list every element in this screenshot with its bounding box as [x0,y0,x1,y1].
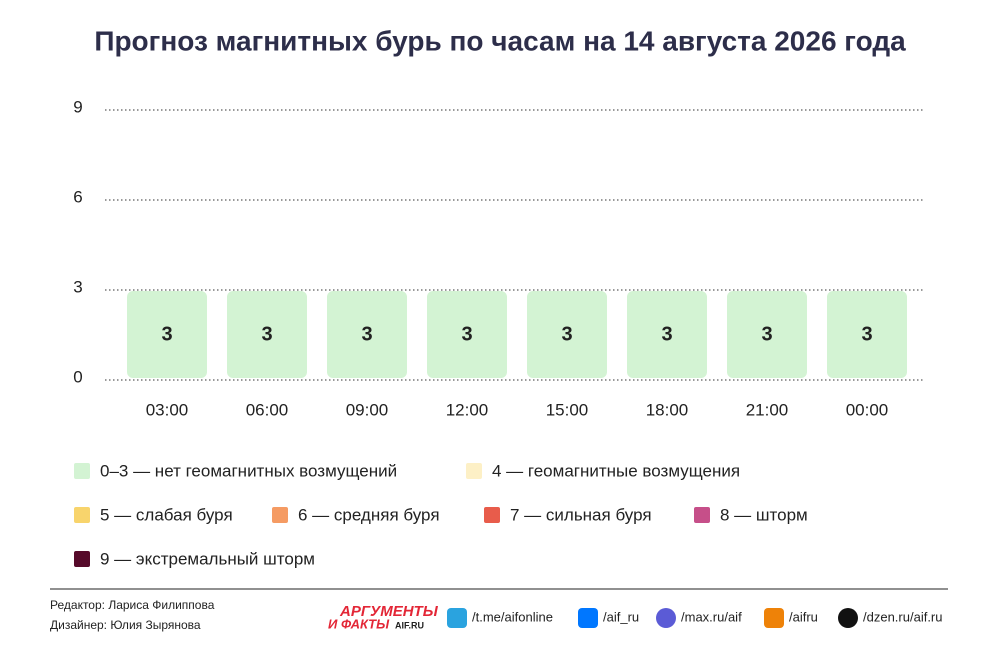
legend-label: 6 — средняя буря [298,505,440,524]
bar [427,291,507,378]
bar [727,291,807,378]
value-label: 3 [361,323,372,345]
social-link: /max.ru/aif [681,609,742,624]
legend-label: 4 — геомагнитные возмущения [492,461,740,480]
bar [227,291,307,378]
logo: И ФАКТЫ [328,616,390,631]
y-tick-label: 6 [73,187,82,206]
logo: АРГУМЕНТЫ [339,603,439,620]
legend-label: 9 — экстремальный шторм [100,549,315,568]
y-tick-label: 0 [73,367,82,386]
social-link: /aif_ru [603,609,639,624]
y-tick-label: 3 [73,277,82,296]
legend-swatch [272,507,288,523]
value-label: 3 [461,323,472,345]
social-icon [838,608,858,628]
x-tick-label: 03:00 [146,400,189,419]
legend-swatch [694,507,710,523]
value-label: 3 [661,323,672,345]
legend-label: 8 — шторм [720,505,808,524]
legend-label: 0–3 — нет геомагнитных возмущений [100,461,397,480]
bar [827,291,907,378]
social-link: /dzen.ru/aif.ru [863,609,943,624]
chart-title: Прогноз магнитных бурь по часам на 14 ав… [94,25,906,56]
value-label: 3 [761,323,772,345]
legend-swatch [74,507,90,523]
legend-swatch [484,507,500,523]
value-label: 3 [161,323,172,345]
legend-label: 5 — слабая буря [100,505,233,524]
social-link: /t.me/aifonline [472,609,553,624]
x-tick-label: 12:00 [446,400,489,419]
x-tick-label: 15:00 [546,400,589,419]
social-icon [447,608,467,628]
x-tick-label: 18:00 [646,400,689,419]
bar [627,291,707,378]
social-icon [656,608,676,628]
x-tick-label: 09:00 [346,400,389,419]
x-tick-label: 06:00 [246,400,289,419]
credit: Редактор: Лариса Филиппова [50,598,215,612]
social-link: /aifru [789,609,818,624]
x-tick-label: 21:00 [746,400,789,419]
legend-swatch [74,463,90,479]
social-icon [764,608,784,628]
bar [127,291,207,378]
logo: AIF.RU [395,620,424,630]
legend-label: 7 — сильная буря [510,505,652,524]
legend-swatch [74,551,90,567]
social-icon [578,608,598,628]
bar [327,291,407,378]
x-tick-label: 00:00 [846,400,889,419]
credit: Дизайнер: Юлия Зырянова [50,618,201,632]
bar [527,291,607,378]
legend-swatch [466,463,482,479]
value-label: 3 [261,323,272,345]
value-label: 3 [561,323,572,345]
y-tick-label: 9 [73,97,82,116]
value-label: 3 [861,323,872,345]
